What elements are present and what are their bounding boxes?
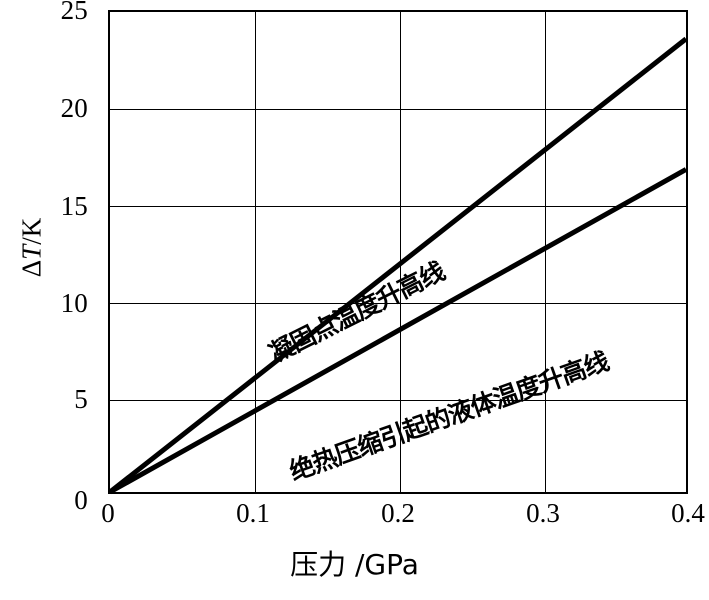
series-plot <box>108 36 688 495</box>
x-tick-label-0-2: 0.2 <box>381 498 415 528</box>
gridline-y-20 <box>110 109 686 110</box>
gridline-x-0-1 <box>255 12 256 492</box>
y-tick-label-10: 10 <box>60 288 88 318</box>
plot-area: 凝固点温度升高线 绝热压缩引起的液体温度升高线 <box>108 10 688 495</box>
gridline-x-0-3 <box>545 12 546 492</box>
gridline-x-0-2 <box>400 12 401 492</box>
x-tick-label-0-3: 0.3 <box>526 498 560 528</box>
x-tick-label-0: 0 <box>101 498 115 528</box>
gridline-y-5 <box>110 400 686 401</box>
gridline-y-15 <box>110 206 686 207</box>
series-line-adiabatic-compression <box>108 167 688 495</box>
series-line-freezing-point <box>108 36 688 494</box>
y-axis-title-variable: T <box>16 244 47 260</box>
x-tick-label-0-1: 0.1 <box>236 498 270 528</box>
y-axis-title-unit: /K <box>16 217 47 245</box>
y-tick-label-15: 15 <box>60 191 88 221</box>
gridline-y-10 <box>110 303 686 304</box>
y-tick-label-0: 0 <box>74 485 88 515</box>
y-tick-label-25: 25 <box>60 0 88 25</box>
y-axis-title-delta: Δ <box>16 259 47 278</box>
y-tick-label-20: 20 <box>60 93 88 123</box>
x-axis-title: 压力 /GPa <box>290 548 419 581</box>
y-tick-label-5: 5 <box>74 384 88 414</box>
x-tick-label-0-4: 0.4 <box>671 498 705 528</box>
